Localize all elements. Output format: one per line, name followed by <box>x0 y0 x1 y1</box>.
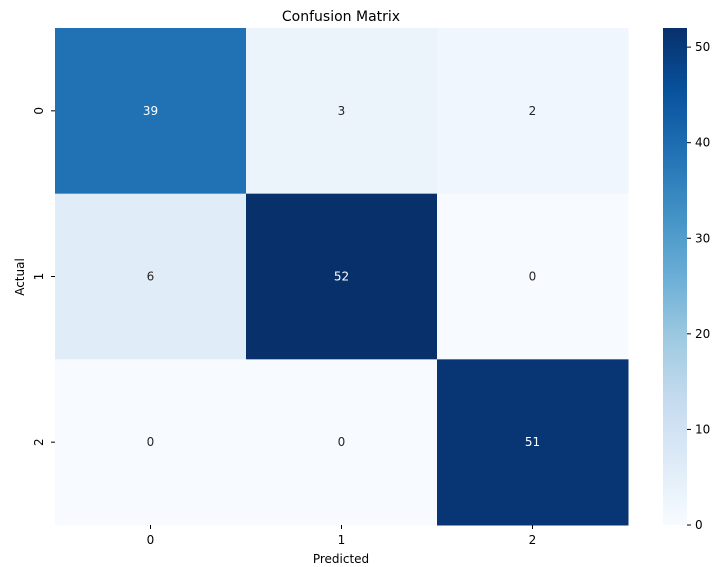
cell-value-2-0: 0 <box>147 435 155 449</box>
heatmap-cell-0-1 <box>246 28 438 195</box>
heatmap-cell-2-2 <box>437 359 629 526</box>
colorbar-tick-label-5: 50 <box>695 40 710 54</box>
y-tick-label-2: 2 <box>32 438 46 446</box>
cell-value-2-2: 51 <box>525 435 540 449</box>
heatmap-cell-0-0 <box>55 28 247 195</box>
cell-value-0-0: 39 <box>143 104 158 118</box>
y-axis: 0 1 2 <box>32 107 55 446</box>
y-tick-label-0: 0 <box>32 107 46 115</box>
x-tick-label-2: 2 <box>529 533 537 547</box>
colorbar-tick-label-4: 40 <box>695 136 710 150</box>
colorbar: 0 10 20 30 40 50 <box>663 28 710 532</box>
x-tick-label-0: 0 <box>147 533 155 547</box>
cell-value-2-1: 0 <box>338 435 346 449</box>
heatmap-cells: 39 3 2 6 52 0 0 0 51 <box>55 28 629 526</box>
cell-value-1-2: 0 <box>529 270 537 284</box>
cell-value-1-0: 6 <box>147 270 155 284</box>
heatmap-cell-0-2 <box>437 28 629 195</box>
chart-title: Confusion Matrix <box>282 9 400 25</box>
colorbar-bar <box>663 28 687 525</box>
cell-value-0-2: 2 <box>529 104 537 118</box>
cell-value-0-1: 3 <box>338 104 346 118</box>
heatmap-cell-1-2 <box>437 193 629 360</box>
cell-value-1-1: 52 <box>334 270 349 284</box>
y-tick-label-1: 1 <box>32 273 46 281</box>
x-axis-label: Predicted <box>313 552 369 566</box>
heatmap-cell-1-1 <box>246 193 438 360</box>
heatmap-cell-1-0 <box>55 193 247 360</box>
heatmap-cell-2-0 <box>55 359 247 526</box>
colorbar-tick-label-2: 20 <box>695 327 710 341</box>
x-axis: 0 1 2 <box>147 525 537 547</box>
colorbar-tick-label-0: 0 <box>695 518 703 532</box>
colorbar-tick-label-1: 10 <box>695 422 710 436</box>
heatmap-cell-2-1 <box>246 359 438 526</box>
colorbar-tick-label-3: 30 <box>695 231 710 245</box>
x-tick-label-1: 1 <box>338 533 346 547</box>
y-axis-label: Actual <box>13 258 27 296</box>
